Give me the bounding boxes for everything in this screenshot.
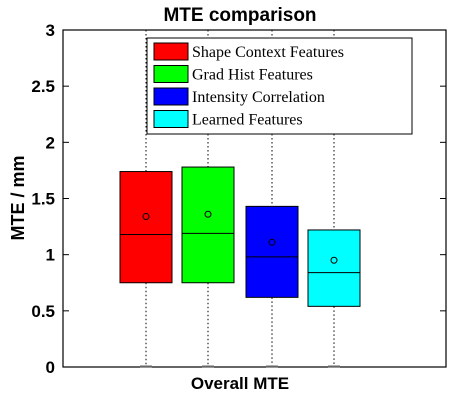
- y-tick-label: 1: [46, 246, 55, 265]
- legend-swatch: [153, 110, 189, 128]
- y-axis-label: MTE / mm: [8, 155, 28, 240]
- y-axis: 0 0.5 1 1.5 2 2.5 3: [31, 21, 446, 377]
- legend-box: [146, 37, 413, 135]
- y-tick-label: 0.5: [31, 302, 55, 321]
- legend: Shape Context Features Grad Hist Features…: [146, 37, 413, 135]
- y-tick-label: 1.5: [31, 190, 55, 209]
- box: [119, 171, 173, 284]
- mean-marker: [268, 238, 276, 246]
- box: [245, 205, 299, 298]
- y-tick-label: 0: [46, 358, 55, 377]
- legend-swatch: [153, 87, 189, 106]
- legend-entry: Intensity Correlation: [192, 89, 325, 106]
- legend-entry: Shape Context Features: [192, 44, 344, 61]
- mean-marker: [142, 212, 150, 220]
- box: [307, 229, 361, 307]
- legend-entry: Grad Hist Features: [192, 67, 313, 84]
- legend-swatch: [153, 42, 189, 61]
- chart-title: MTE comparison: [163, 5, 316, 26]
- mean-marker: [204, 210, 212, 218]
- legend-entry: Learned Features: [192, 112, 303, 129]
- x-category-label: Overall MTE: [191, 374, 289, 393]
- legend-swatch: [153, 65, 189, 83]
- y-tick-label: 2: [46, 133, 55, 152]
- box: [181, 166, 235, 284]
- y-tick-label: 3: [46, 21, 55, 40]
- box-group: [119, 30, 361, 368]
- mean-marker: [330, 256, 338, 264]
- y-tick-label: 2.5: [31, 77, 55, 96]
